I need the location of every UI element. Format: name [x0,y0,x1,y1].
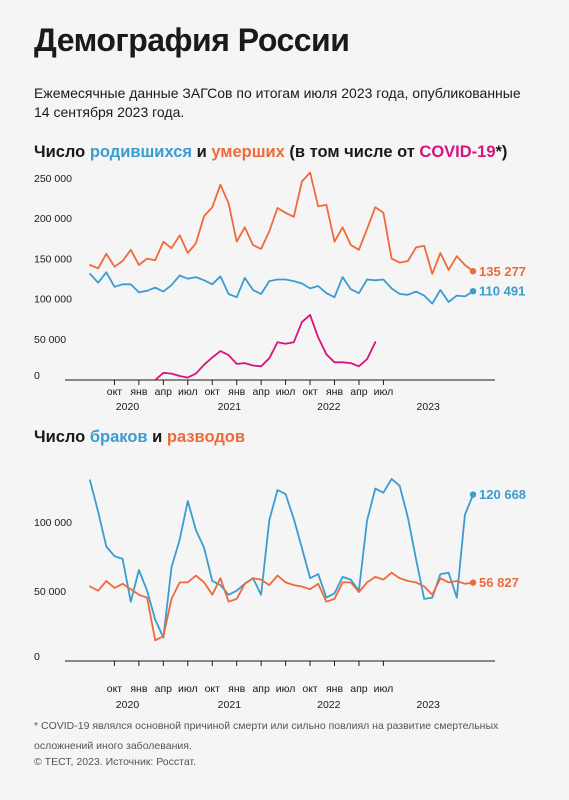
x-tick-label: окт [205,386,221,398]
heading-suffix: *) [495,143,508,161]
x-tick-label: янв [228,683,245,695]
heading-divorces-word: разводов [166,428,246,446]
y-tick-label: 100 000 [34,294,72,306]
covid-line [154,313,377,381]
x-tick-label: апр [350,683,368,695]
marriages-line [89,477,475,639]
year-label: 2023 [417,699,441,710]
year-label: 2021 [218,401,242,413]
x-tick-label: янв [326,386,343,398]
x-tick-label: янв [130,683,147,695]
x-tick-label: апр [155,683,173,695]
x-tick-label: янв [228,386,245,398]
divorces-end-marker [469,579,477,586]
year-label: 2022 [317,401,341,413]
births-line [89,271,475,305]
births-deaths-heading: Число родившихся и умерших (в том числе … [34,143,507,162]
x-tick-label: июл [374,683,394,695]
heading2-and: и [147,428,167,446]
x-tick-label: апр [155,386,173,398]
year-label: 2020 [116,699,140,710]
y-tick-label: 50 000 [34,334,66,346]
heading2-prefix: Число [34,428,90,446]
page-subtitle: Ежемесячные данные ЗАГСов по итогам июля… [34,85,521,120]
divorces-line [89,571,475,642]
births-end-label: 110 491 [479,284,525,299]
deaths-line [89,171,475,275]
x-tick-label: июл [374,386,394,398]
x-tick-label: янв [326,683,343,695]
x-tick-label: янв [130,386,147,398]
y-tick-label: 150 000 [34,253,72,265]
heading-births-word: родившихся [89,143,193,161]
marriages-end-label: 120 668 [479,487,526,502]
x-tick-label: апр [252,683,270,695]
heading-prefix: Число [34,143,90,161]
y-tick-label: 100 000 [34,517,72,529]
x-tick-label: июл [276,683,296,695]
x-tick-label: окт [302,386,318,398]
y-tick-label: 0 [34,370,40,382]
page-title: Демография России [34,22,350,58]
source-credit: © ТЕСТ, 2023. Источник: Росстат. [34,756,196,768]
heading-marriages-word: браков [89,428,148,446]
year-label: 2020 [116,401,140,413]
y-tick-label: 250 000 [34,173,72,185]
y-tick-label: 200 000 [34,213,72,225]
year-label: 2022 [317,699,341,710]
marriages-end-marker [469,491,477,498]
x-tick-label: окт [107,386,123,398]
year-label: 2023 [417,401,441,413]
heading-and: и [192,143,212,161]
heading-deaths-word: умерших [211,143,285,161]
x-tick-label: апр [350,386,368,398]
births-end-marker [469,287,477,295]
x-tick-label: окт [205,683,221,695]
x-tick-label: июл [178,386,198,398]
x-tick-label: июл [178,683,198,695]
divorces-end-label: 56 827 [479,575,519,590]
deaths-end-marker [469,268,477,275]
marriages-divorces-heading: Число браков и разводов [34,428,245,447]
year-label: 2021 [218,699,242,710]
x-tick-label: окт [302,683,318,695]
deaths-end-label: 135 277 [479,264,526,279]
y-tick-label: 0 [34,651,40,663]
x-tick-label: окт [107,683,123,695]
x-tick-label: апр [252,386,270,398]
footnote: * COVID-19 являлся основной причиной сме… [34,720,499,752]
x-tick-label: июл [276,386,296,398]
y-tick-label: 50 000 [34,586,66,598]
heading-covid-word: COVID-19 [419,143,496,161]
heading-mid: (в том числе от [284,143,420,161]
